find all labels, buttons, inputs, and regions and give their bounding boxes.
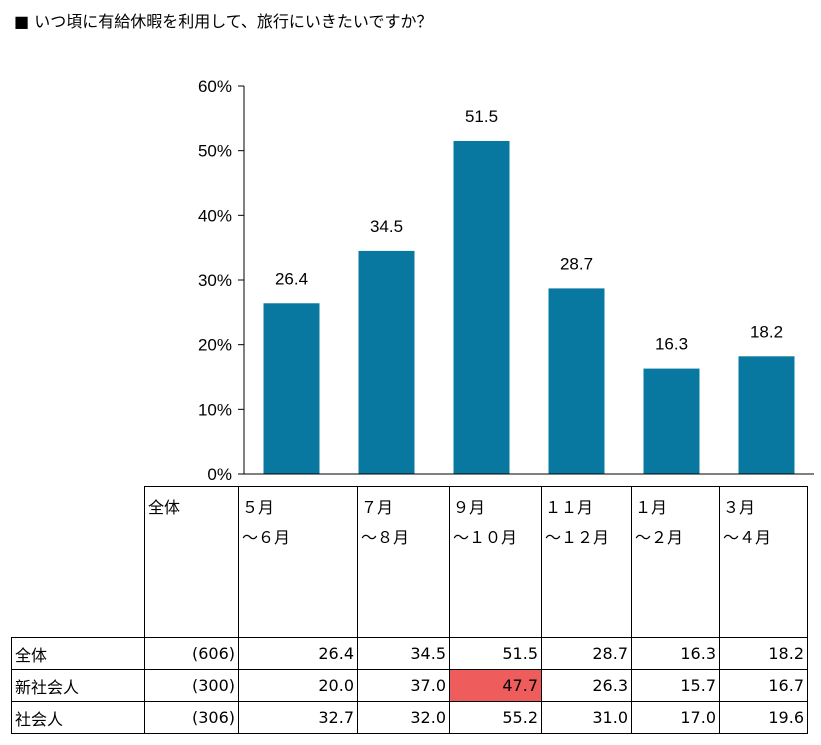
- table-cell: 31.0: [541, 701, 632, 734]
- row-sample-size: (606): [144, 637, 239, 670]
- row-sample-size: (300): [144, 669, 239, 702]
- table-cell-highlighted: 47.7: [449, 669, 542, 702]
- table-cell: 18.2: [719, 637, 808, 670]
- row-label: 全体: [11, 637, 145, 670]
- table-header-total: 全体: [144, 486, 239, 638]
- table-header-col: ７月〜８月: [357, 486, 450, 638]
- header-line: 〜２月: [635, 528, 684, 547]
- data-label: 51.5: [465, 107, 498, 126]
- header-line: 〜４月: [723, 528, 772, 547]
- header-line: ５月: [242, 498, 275, 517]
- data-table: 全体 ５月〜６月 ７月〜８月 ９月〜１０月 １１月〜１２月 １月〜２月 ３月〜４…: [11, 486, 808, 734]
- table-cell: 55.2: [449, 701, 542, 734]
- data-labels: 26.4 34.5 51.5 28.7 16.3 18.2: [275, 107, 783, 354]
- data-label: 28.7: [560, 254, 593, 273]
- y-axis-ticks: 0% 10% 20% 30% 40% 50% 60%: [198, 77, 244, 484]
- table-cell: 16.7: [719, 669, 808, 702]
- bar: [263, 303, 320, 474]
- header-line: １月: [635, 498, 668, 517]
- bar: [358, 250, 415, 474]
- y-tick-label: 40%: [198, 206, 232, 225]
- table-cell: 20.0: [238, 669, 358, 702]
- bar: [738, 356, 795, 474]
- table-header-col: １月〜２月: [631, 486, 720, 638]
- table-cell: 32.0: [357, 701, 450, 734]
- y-tick-label: 20%: [198, 336, 232, 355]
- row-label: 社会人: [11, 701, 145, 734]
- table-row: 社会人 (306) 32.7 32.0 55.2 31.0 17.0 19.6: [11, 701, 808, 734]
- table-header-col: ５月〜６月: [238, 486, 358, 638]
- table-cell: 26.4: [238, 637, 358, 670]
- table-row: 新社会人 (300) 20.0 37.0 47.7 26.3 15.7 16.7: [11, 669, 808, 702]
- y-tick-label: 0%: [207, 465, 232, 484]
- table-cell: 37.0: [357, 669, 450, 702]
- table-header-col: ３月〜４月: [719, 486, 808, 638]
- bars: [263, 140, 795, 474]
- data-label: 34.5: [370, 217, 403, 236]
- header-line: １１月: [545, 498, 594, 517]
- chart-title: ■ いつ頃に有給休暇を利用して、旅行にいきたいですか？: [14, 12, 433, 31]
- table-cell: 32.7: [238, 701, 358, 734]
- header-line: ７月: [361, 498, 394, 517]
- y-tick-label: 10%: [198, 400, 232, 419]
- table-header-col: １１月〜１２月: [541, 486, 632, 638]
- row-sample-size: (306): [144, 701, 239, 734]
- table-row: 全体 (606) 26.4 34.5 51.5 28.7 16.3 18.2: [11, 637, 808, 670]
- header-line: 〜８月: [361, 528, 410, 547]
- y-tick-label: 30%: [198, 271, 232, 290]
- y-tick-label: 60%: [198, 77, 232, 96]
- header-line: 〜１２月: [545, 528, 610, 547]
- y-tick-label: 50%: [198, 142, 232, 161]
- table-cell: 51.5: [449, 637, 542, 670]
- bar: [453, 140, 510, 474]
- table-cell: 28.7: [541, 637, 632, 670]
- table-cell: 15.7: [631, 669, 720, 702]
- data-label: 18.2: [750, 322, 783, 341]
- table-cell: 16.3: [631, 637, 720, 670]
- table-cell: 19.6: [719, 701, 808, 734]
- table-cell: 26.3: [541, 669, 632, 702]
- bar-chart: 0% 10% 20% 30% 40% 50% 60% 26.4 34.5 51.5 28.7 16.…: [198, 77, 814, 484]
- bar: [548, 288, 605, 474]
- header-line: 〜６月: [242, 528, 291, 547]
- row-label: 新社会人: [11, 669, 145, 702]
- table-header-row: 全体 ５月〜６月 ７月〜８月 ９月〜１０月 １１月〜１２月 １月〜２月 ３月〜４…: [11, 486, 808, 638]
- header-line: 〜１０月: [453, 528, 518, 547]
- header-line: ３月: [723, 498, 756, 517]
- table-cell: 34.5: [357, 637, 450, 670]
- data-label: 16.3: [655, 335, 688, 354]
- table-cell: 17.0: [631, 701, 720, 734]
- data-label: 26.4: [275, 269, 308, 288]
- table-header-col: ９月〜１０月: [449, 486, 542, 638]
- header-line: ９月: [453, 498, 486, 517]
- table-corner-cell: [11, 486, 145, 638]
- bar: [643, 368, 700, 474]
